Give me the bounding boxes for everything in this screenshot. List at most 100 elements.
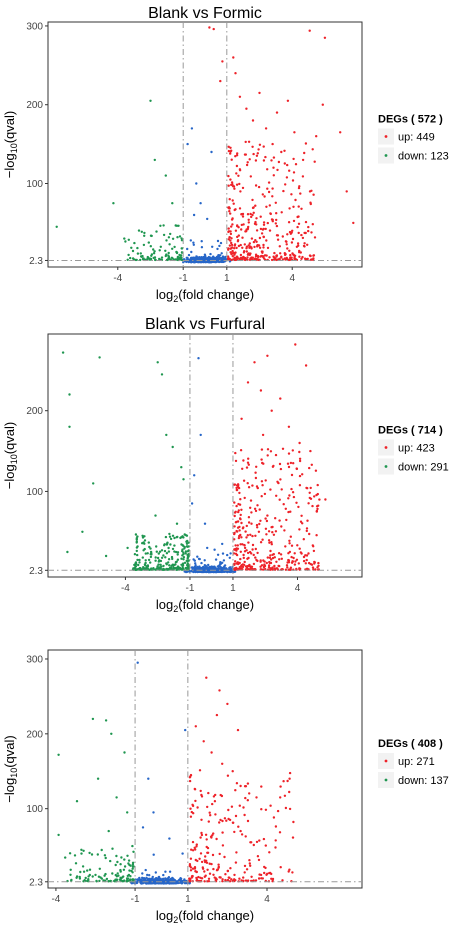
up-point bbox=[203, 859, 206, 862]
up-point bbox=[254, 534, 257, 537]
up-point bbox=[310, 231, 313, 234]
up-point bbox=[231, 217, 234, 220]
up-point bbox=[238, 561, 241, 565]
down-point bbox=[69, 868, 72, 871]
ns-point bbox=[193, 474, 196, 477]
up-point bbox=[271, 142, 274, 146]
up-point bbox=[298, 567, 302, 570]
up-point bbox=[229, 867, 232, 870]
down-point bbox=[113, 880, 117, 883]
ns-point bbox=[136, 661, 139, 664]
up-point bbox=[191, 849, 195, 852]
up-point bbox=[194, 799, 197, 803]
up-point bbox=[244, 140, 247, 144]
down-point bbox=[69, 873, 72, 876]
down-point bbox=[145, 567, 148, 571]
down-point bbox=[153, 250, 156, 253]
down-point bbox=[127, 873, 131, 877]
y-axis-label: −log10(qval) bbox=[2, 111, 19, 178]
down-point bbox=[181, 544, 184, 547]
down-point bbox=[187, 567, 190, 571]
up-point bbox=[292, 495, 296, 499]
ns-point bbox=[200, 256, 203, 259]
up-point bbox=[318, 498, 321, 501]
down-point bbox=[57, 833, 60, 837]
down-point bbox=[156, 556, 160, 560]
up-point bbox=[262, 559, 265, 562]
up-point bbox=[247, 541, 250, 544]
x-tick-label: 4 bbox=[295, 583, 301, 594]
down-point bbox=[141, 534, 144, 537]
down-point bbox=[138, 561, 141, 564]
up-point bbox=[236, 235, 239, 239]
ns-point bbox=[193, 260, 196, 264]
up-point bbox=[248, 158, 251, 161]
up-point bbox=[233, 247, 236, 250]
up-point bbox=[256, 855, 260, 858]
legend: DEGs ( 572 ) up: 449 down: 123 bbox=[378, 114, 449, 164]
down-point bbox=[86, 869, 89, 872]
down-point bbox=[143, 234, 146, 237]
down-point bbox=[128, 869, 131, 872]
up-point bbox=[311, 504, 314, 508]
up-point bbox=[255, 523, 259, 527]
up-point bbox=[246, 551, 250, 555]
down-point bbox=[98, 867, 102, 870]
up-point bbox=[200, 877, 204, 880]
up-point bbox=[288, 207, 291, 210]
ns-point bbox=[189, 239, 192, 242]
up-point bbox=[227, 247, 230, 250]
down-point bbox=[91, 717, 95, 721]
up-point bbox=[288, 777, 291, 780]
ns-point bbox=[219, 241, 223, 245]
down-point bbox=[136, 535, 139, 538]
up-point bbox=[233, 187, 236, 190]
down-point bbox=[126, 258, 129, 261]
down-point bbox=[176, 558, 180, 561]
up-point bbox=[289, 535, 292, 538]
ns-point bbox=[206, 546, 209, 550]
down-point bbox=[138, 566, 142, 570]
up-point bbox=[203, 870, 206, 873]
ns-point bbox=[219, 561, 222, 564]
up-point bbox=[284, 545, 287, 548]
down-point bbox=[147, 541, 150, 544]
up-point bbox=[258, 246, 262, 249]
up-point bbox=[250, 246, 253, 249]
up-point bbox=[232, 202, 235, 205]
up-point bbox=[189, 807, 192, 810]
up-point bbox=[247, 564, 250, 568]
down-point bbox=[136, 558, 139, 562]
down-point bbox=[142, 541, 145, 544]
up-point bbox=[285, 243, 288, 246]
down-point bbox=[105, 877, 109, 881]
ns-point bbox=[139, 878, 142, 881]
down-point bbox=[114, 873, 118, 877]
up-point bbox=[250, 237, 254, 240]
up-point bbox=[238, 877, 241, 880]
up-point bbox=[260, 458, 263, 461]
up-point bbox=[313, 495, 316, 498]
legend-label-up: up: 423 bbox=[398, 443, 435, 455]
up-point bbox=[279, 866, 282, 869]
up-point bbox=[236, 152, 239, 155]
up-point bbox=[308, 254, 312, 257]
legend-dot-up bbox=[384, 135, 388, 138]
up-point bbox=[281, 879, 284, 882]
up-point bbox=[256, 504, 259, 507]
up-point bbox=[234, 459, 238, 463]
down-point bbox=[183, 547, 186, 550]
up-point bbox=[204, 855, 207, 858]
up-point bbox=[251, 484, 254, 487]
down-point bbox=[136, 545, 139, 548]
down-point bbox=[149, 561, 152, 564]
down-point bbox=[176, 257, 179, 260]
up-point bbox=[192, 812, 195, 815]
up-point bbox=[272, 533, 276, 536]
up-point bbox=[316, 566, 319, 569]
ns-point bbox=[191, 566, 195, 570]
down-point bbox=[187, 553, 190, 556]
down-point bbox=[187, 555, 190, 558]
down-point bbox=[137, 229, 141, 232]
down-point bbox=[180, 258, 184, 262]
